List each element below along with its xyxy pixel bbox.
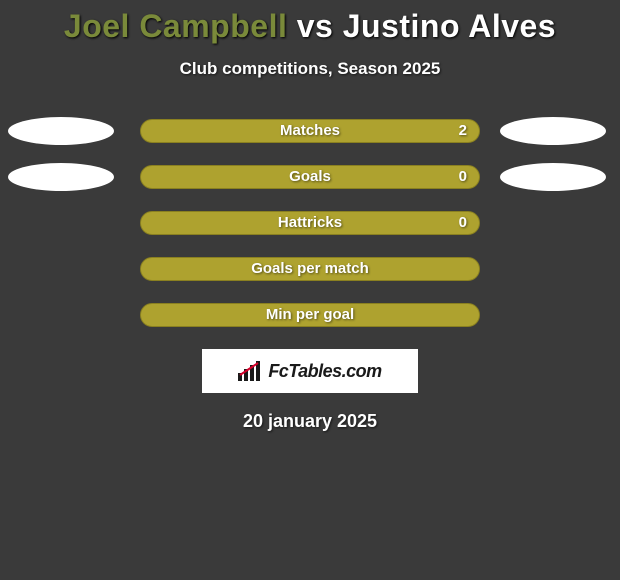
player2-name: Justino Alves xyxy=(343,8,556,44)
stat-row: Goals0 xyxy=(0,165,620,189)
stat-value: 2 xyxy=(459,120,467,142)
stat-label: Hattricks xyxy=(141,212,479,234)
stat-label: Goals per match xyxy=(141,258,479,280)
logo-box: FcTables.com xyxy=(202,349,418,393)
stat-bar: Hattricks0 xyxy=(140,211,480,235)
page-title: Joel Campbell vs Justino Alves xyxy=(0,0,620,45)
stat-bar: Goals per match xyxy=(140,257,480,281)
right-ellipse xyxy=(500,163,606,191)
stat-bar: Goals0 xyxy=(140,165,480,189)
player1-name: Joel Campbell xyxy=(64,8,287,44)
stat-bar: Matches2 xyxy=(140,119,480,143)
vs-text: vs xyxy=(297,8,334,44)
logo-text: FcTables.com xyxy=(268,361,381,382)
bars-icon xyxy=(238,361,262,381)
subtitle: Club competitions, Season 2025 xyxy=(0,59,620,79)
right-ellipse xyxy=(500,117,606,145)
date-text: 20 january 2025 xyxy=(0,411,620,432)
stat-row: Goals per match xyxy=(0,257,620,281)
stat-row: Matches2 xyxy=(0,119,620,143)
stat-value: 0 xyxy=(459,212,467,234)
stat-label: Min per goal xyxy=(141,304,479,326)
stat-row: Min per goal xyxy=(0,303,620,327)
stat-value: 0 xyxy=(459,166,467,188)
stats-list: Matches2Goals0Hattricks0Goals per matchM… xyxy=(0,119,620,327)
left-ellipse xyxy=(8,163,114,191)
fctables-logo: FcTables.com xyxy=(238,361,381,382)
stat-label: Matches xyxy=(141,120,479,142)
stat-row: Hattricks0 xyxy=(0,211,620,235)
stat-bar: Min per goal xyxy=(140,303,480,327)
comparison-card: Joel Campbell vs Justino Alves Club comp… xyxy=(0,0,620,580)
stat-label: Goals xyxy=(141,166,479,188)
left-ellipse xyxy=(8,117,114,145)
